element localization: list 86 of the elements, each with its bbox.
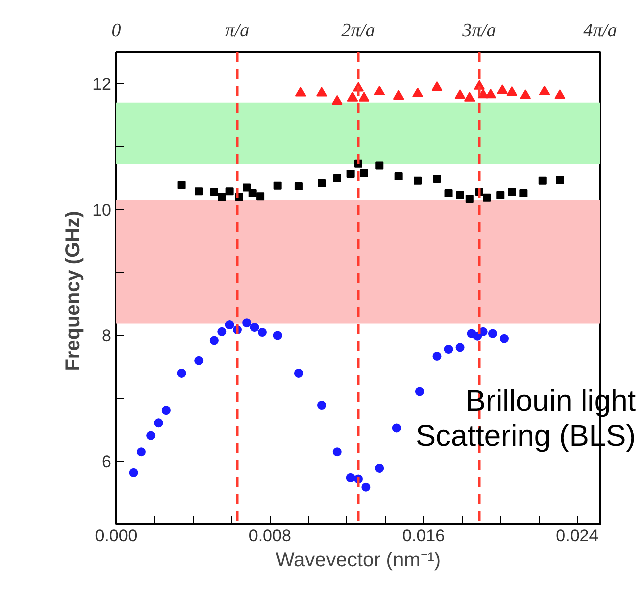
point xyxy=(294,182,303,191)
point xyxy=(248,189,257,198)
point xyxy=(539,86,550,96)
point xyxy=(177,368,186,378)
point xyxy=(243,184,252,192)
point xyxy=(258,328,267,338)
x-axis-title: Wavevector (nm⁻¹) xyxy=(276,550,442,572)
point xyxy=(375,464,384,473)
point xyxy=(146,431,156,440)
point xyxy=(358,92,370,102)
point xyxy=(486,89,497,99)
y-axis-title: Frequency (GHz) xyxy=(62,211,85,372)
point xyxy=(129,468,138,478)
point xyxy=(194,356,204,366)
x-tick-label: 0.008 xyxy=(248,526,292,546)
point xyxy=(360,169,368,178)
x2-tick-label: 0 xyxy=(112,20,122,42)
point xyxy=(496,191,505,200)
point xyxy=(347,92,358,102)
point xyxy=(415,387,424,396)
point xyxy=(506,86,518,96)
point xyxy=(376,162,384,170)
point xyxy=(433,174,442,183)
point xyxy=(332,95,343,105)
point xyxy=(556,176,564,184)
point xyxy=(374,86,386,96)
point xyxy=(210,188,218,196)
point xyxy=(218,193,226,202)
point xyxy=(554,90,566,100)
point xyxy=(488,329,498,338)
point xyxy=(394,172,403,180)
point xyxy=(346,170,355,178)
x-tick-label: 0.000 xyxy=(95,526,138,546)
x-tick-label: 0.016 xyxy=(402,526,446,546)
x2-tick-label: 3π/a xyxy=(462,20,496,42)
y-tick-label: 8 xyxy=(102,326,112,346)
point xyxy=(273,331,282,340)
point xyxy=(466,195,474,204)
point xyxy=(432,352,442,361)
point xyxy=(318,401,327,410)
point xyxy=(444,189,453,198)
point xyxy=(136,448,146,457)
point xyxy=(432,81,443,92)
point xyxy=(250,323,260,332)
point xyxy=(362,482,371,492)
point xyxy=(195,188,204,196)
point xyxy=(520,90,532,100)
point xyxy=(316,87,328,97)
point xyxy=(256,192,265,201)
x2-tick-label: 2π/a xyxy=(342,20,376,42)
point xyxy=(162,406,171,416)
point xyxy=(242,318,252,328)
y-tick-label: 10 xyxy=(92,200,112,220)
point xyxy=(218,327,227,336)
y-tick-label: 12 xyxy=(92,74,112,94)
point xyxy=(464,92,476,102)
x2-tick-label: π/a xyxy=(225,20,250,42)
point xyxy=(178,181,186,190)
point xyxy=(538,176,547,185)
point xyxy=(392,424,402,433)
point xyxy=(294,368,304,378)
point xyxy=(454,90,466,100)
point xyxy=(393,90,404,100)
point xyxy=(210,336,219,346)
y-tick-label: 6 xyxy=(102,452,112,472)
point xyxy=(346,473,356,482)
point xyxy=(274,182,282,190)
point xyxy=(226,188,234,196)
point xyxy=(154,418,164,428)
point xyxy=(333,174,342,182)
point xyxy=(318,179,326,188)
point xyxy=(295,87,306,97)
x-tick-label: 0.024 xyxy=(556,526,599,546)
point xyxy=(444,345,454,354)
point xyxy=(497,84,508,94)
point xyxy=(332,448,342,457)
point xyxy=(483,194,492,202)
point xyxy=(412,88,424,98)
point xyxy=(456,191,464,200)
point xyxy=(225,320,234,330)
point xyxy=(508,188,516,196)
point xyxy=(500,334,509,344)
x2-tick-label: 4π/a xyxy=(584,20,618,42)
point xyxy=(414,176,422,185)
point xyxy=(520,189,528,198)
point xyxy=(456,343,465,352)
